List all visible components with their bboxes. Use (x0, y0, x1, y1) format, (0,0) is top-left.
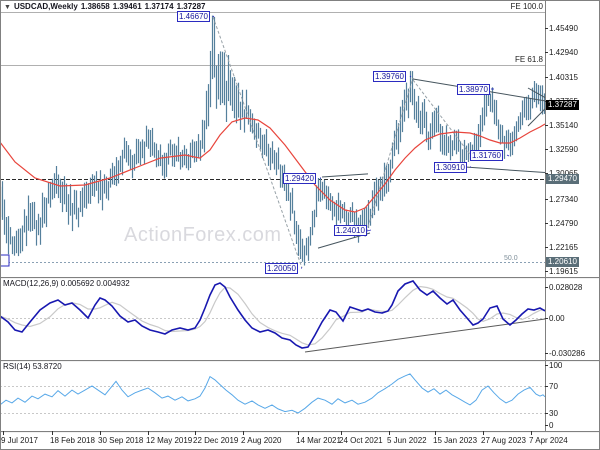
rsi-axis-label: 30 (549, 409, 558, 418)
price-tag[interactable]: 1.20050 (265, 263, 298, 274)
date-label: 7 Apr 2024 (529, 436, 568, 445)
symbol-label: USDCAD,Weekly (13, 2, 78, 11)
grid-levels-layer (0, 12, 545, 263)
rsi-axis-label: 0 (549, 421, 554, 430)
y-axis-label: 1.45490 (549, 24, 578, 33)
price-tag[interactable]: 1.24010 (334, 225, 367, 236)
date-label: 9 Jul 2017 (1, 436, 38, 445)
y-axis-label: 1.27340 (549, 195, 578, 204)
axis-ticks (3, 28, 548, 435)
ohlc-open: 1.38658 (80, 2, 110, 11)
y-axis-label: 1.30065 (549, 169, 578, 178)
y-axis-label: 1.35140 (549, 121, 578, 130)
date-label: 22 Dec 2019 (193, 436, 239, 445)
price-level-box: 1.20610 (546, 257, 579, 267)
rsi-indicator-label: RSI(14) 53.8720 (3, 362, 62, 371)
ohlc-close: 1.37287 (176, 2, 206, 11)
y-axis-label: 1.24790 (549, 219, 578, 228)
date-label: 2 Aug 2020 (241, 436, 282, 445)
macd-axis-label: 0.00 (549, 314, 565, 323)
current-price-box: 1.37287 (546, 100, 579, 110)
ohlc-low: 1.37174 (144, 2, 174, 11)
rsi-axis-label: 70 (549, 382, 558, 391)
date-label: 24 Oct 2021 (339, 436, 383, 445)
price-tag[interactable]: 1.29420 (283, 173, 316, 184)
macd-axis-label: 0.028028 (549, 283, 583, 292)
rsi-layer (0, 373, 546, 414)
macd-indicator-label: MACD(12,26,9) 0.005692 0.004932 (3, 279, 130, 288)
ohlc-high: 1.39461 (112, 2, 142, 11)
ma-line (0, 117, 546, 213)
date-label: 18 Feb 2018 (50, 436, 95, 445)
date-label: 27 Aug 2023 (481, 436, 526, 445)
candles-layer (0, 15, 546, 266)
collapse-triangle-icon[interactable]: ▼ (4, 4, 11, 11)
y-axis-label: 1.42940 (549, 48, 578, 57)
price-tag[interactable]: 1.38970 (457, 84, 490, 95)
fib-50-label: 50.0 (504, 255, 518, 262)
price-tag-clipped[interactable] (0, 254, 10, 267)
date-label: 14 Mar 2021 (296, 436, 341, 445)
date-label: 30 Sep 2018 (98, 436, 144, 445)
price-tag[interactable]: 1.46670 (177, 11, 210, 22)
watermark: ActionForex.com (124, 224, 282, 246)
y-axis-label: 1.32590 (549, 145, 578, 154)
macd-axis-label: -0.030286 (549, 349, 586, 358)
date-label: 12 May 2019 (146, 436, 193, 445)
price-tag[interactable]: 1.39760 (373, 71, 406, 82)
fibonacci-extension-label: FE 61.8 (514, 55, 543, 64)
y-axis-label: 1.22165 (549, 243, 578, 252)
price-tag[interactable]: 1.31760 (470, 150, 503, 161)
chart-title: ▼ USDCAD,Weekly 1.38658 1.39461 1.37174 1.372… (4, 2, 206, 11)
price-tag[interactable]: 1.30910 (434, 162, 467, 173)
rsi-axis-label: 100 (549, 361, 563, 370)
fibonacci-extension-label: FE 100.0 (510, 2, 543, 11)
macd-layer (0, 280, 546, 353)
y-axis-label: 1.19615 (549, 267, 578, 276)
price-level-box: 1.29470 (546, 174, 579, 184)
date-label: 5 Jun 2022 (387, 436, 427, 445)
tag-anchors-layer (0, 15, 510, 269)
y-axis-label: 1.40315 (549, 73, 578, 82)
date-label: 15 Jan 2023 (433, 436, 478, 445)
